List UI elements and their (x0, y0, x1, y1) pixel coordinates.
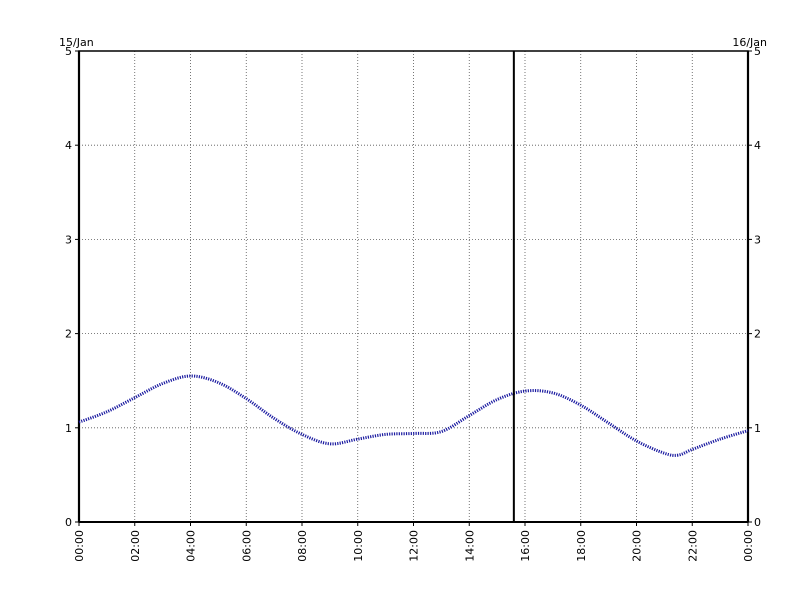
y-tick-label-right: 4 (754, 139, 761, 152)
x-tick-label: 06:00 (240, 530, 253, 562)
y-tick-label-right: 0 (754, 516, 761, 529)
axes-layer (75, 50, 752, 526)
x-tick-label: 00:00 (73, 530, 86, 562)
x-tick-label: 18:00 (575, 530, 588, 562)
x-tick-label: 20:00 (631, 530, 644, 562)
x-tick-label: 02:00 (129, 530, 142, 562)
y-tick-label-right: 2 (754, 328, 761, 341)
x-tick-label: 00:00 (742, 530, 755, 562)
y-tick-label-left: 3 (65, 233, 72, 246)
plot-frame (78, 50, 749, 523)
y-tick-label-right: 3 (754, 233, 761, 246)
y-tick-label-left: 4 (65, 139, 72, 152)
y-tick-label-left: 2 (65, 328, 72, 341)
x-tick-label: 12:00 (408, 530, 421, 562)
grid-layer (79, 51, 748, 522)
date-label-right: 16/Jan (732, 36, 767, 49)
x-tick-label: 14:00 (463, 530, 476, 562)
label-layer: 00:00 02:00 04:00 06:00 08:00 10:00 12:00 14:00… (59, 36, 767, 562)
y-tick-label-left: 1 (65, 422, 72, 435)
y-tick-label-left: 5 (65, 45, 72, 58)
date-label-left: 15/Jan (59, 36, 94, 49)
x-tick-label: 04:00 (185, 530, 198, 562)
x-tick-label: 08:00 (296, 530, 309, 562)
y-tick-label-left: 0 (65, 516, 72, 529)
y-tick-label-right: 1 (754, 422, 761, 435)
x-tick-label: 16:00 (519, 530, 532, 562)
y-tick-label-right: 5 (754, 45, 761, 58)
x-tick-label: 22:00 (686, 530, 699, 562)
x-tick-label: 10:00 (352, 530, 365, 562)
